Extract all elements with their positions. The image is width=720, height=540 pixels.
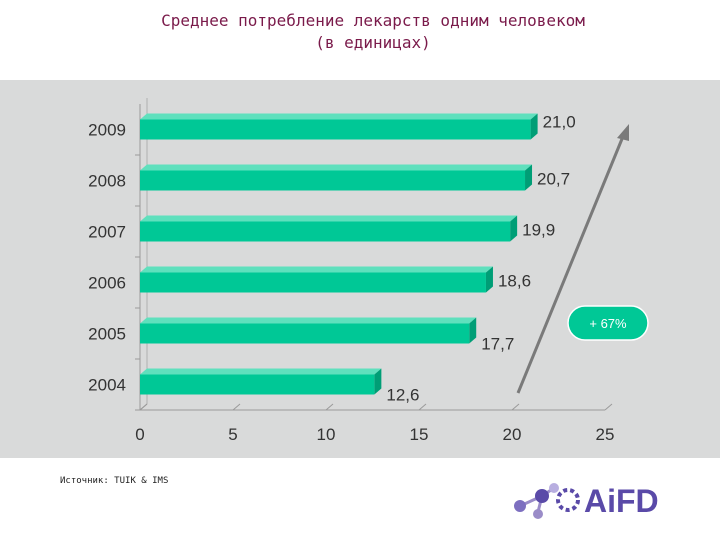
value-label: 17,7 [481,335,514,354]
bar [140,374,375,395]
x-tick-label: 20 [503,425,522,444]
bar-side [510,215,518,242]
annotation-bubble [567,305,649,341]
source-note: Источник: TUIK & IMS [60,476,169,486]
svg-text:AiFD: AiFD [584,483,659,519]
category-label: 2009 [88,121,126,140]
x-tick-label: 25 [596,425,615,444]
bar [140,170,526,191]
molecule-icon [514,483,580,519]
value-label: 19,9 [522,221,555,240]
category-label: 2005 [88,325,126,344]
aifd-logo: AiFD [498,466,678,530]
title-line-1: Среднее потребление лекарств одним челов… [161,11,585,30]
bar [140,272,486,293]
x-tick-label: 10 [317,425,336,444]
category-label: 2008 [88,172,126,191]
bar [140,323,470,344]
bar-top [140,113,538,120]
x-tick [139,403,148,411]
bar-top [140,215,518,222]
x-tick-label: 0 [135,425,144,444]
x-tick-label: 5 [228,425,237,444]
bar-top [140,368,382,375]
trend-arrow [516,133,626,394]
bar-side [374,368,382,395]
chart-title: Среднее потребление лекарств одним челов… [0,10,720,54]
x-tick [604,403,613,411]
trend-arrowhead [617,124,629,141]
annotation-text: + 67% [589,316,627,331]
category-label: 2004 [88,376,126,395]
value-label: 20,7 [537,170,570,189]
bar-top [140,317,477,324]
x-tick [418,403,427,411]
bar-side [530,113,538,140]
title-line-2: (в единицах) [315,33,431,52]
bar-top [140,164,533,171]
value-label: 18,6 [498,272,531,291]
bar-chart: 0 5 10 15 20 25 2004 12,6 2005 17,7 2006 18,6 2007 19… [88,98,649,444]
category-label: 2006 [88,274,126,293]
x-tick [325,403,334,411]
bar-top [140,266,493,273]
category-label: 2007 [88,223,126,242]
x-tick-label: 15 [410,425,429,444]
value-label: 12,6 [386,386,419,405]
bar-side [525,164,533,191]
bar-side [485,266,493,293]
bar [140,119,531,140]
bar-side [469,317,477,344]
value-label: 21,0 [543,113,576,132]
x-tick [232,403,241,411]
x-tick [511,403,520,411]
bar [140,221,511,242]
